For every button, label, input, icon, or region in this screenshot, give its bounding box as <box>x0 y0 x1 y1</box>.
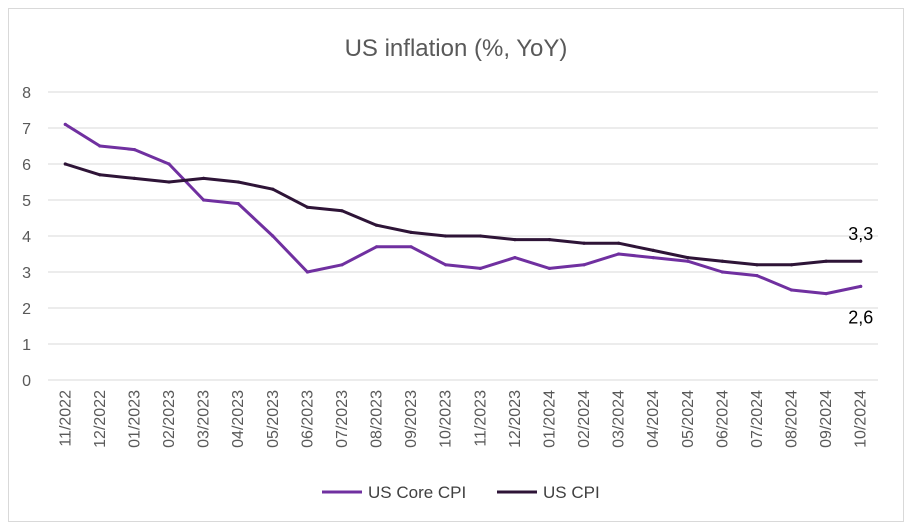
data-point-us-core-cpi <box>236 202 240 206</box>
data-point-us-cpi <box>651 248 655 252</box>
data-point-us-cpi <box>859 259 863 263</box>
data-point-us-cpi <box>513 238 517 242</box>
end-labels: 2,6 3,3 <box>848 224 873 327</box>
y-tick-label: 4 <box>22 229 31 246</box>
data-point-us-cpi <box>478 234 482 238</box>
data-point-us-cpi <box>340 209 344 213</box>
data-point-us-cpi <box>720 259 724 263</box>
data-point-us-core-cpi <box>202 198 206 202</box>
data-label-us-cpi: 3,3 <box>848 224 873 244</box>
chart-title: US inflation (%, YoY) <box>345 35 568 62</box>
x-tick-label: 06/2023 <box>299 390 316 448</box>
data-point-us-core-cpi <box>755 274 759 278</box>
x-tick-label: 02/2024 <box>576 390 593 448</box>
data-point-us-core-cpi <box>374 245 379 249</box>
y-axis-ticks: 0 1 2 3 4 5 6 7 8 <box>22 85 31 390</box>
x-tick-label: 11/2022 <box>57 390 74 447</box>
y-tick-label: 2 <box>22 301 31 318</box>
data-point-us-core-cpi <box>859 284 863 288</box>
data-point-us-cpi <box>63 162 67 166</box>
data-point-us-cpi <box>167 180 171 184</box>
data-point-us-cpi <box>547 238 552 242</box>
x-tick-label: 10/2023 <box>438 390 455 448</box>
x-tick-label: 07/2024 <box>749 390 766 448</box>
data-point-us-cpi <box>789 263 794 267</box>
x-tick-label: 03/2023 <box>196 390 213 448</box>
x-tick-label: 05/2024 <box>680 390 697 448</box>
data-point-us-cpi <box>444 234 448 238</box>
data-point-us-core-cpi <box>167 162 171 166</box>
x-axis-ticks: 11/2022 12/2022 01/2023 02/2023 03/2023 04/20… <box>57 390 869 448</box>
x-tick-label: 06/2024 <box>714 390 731 448</box>
data-point-us-cpi <box>132 176 137 180</box>
data-point-us-cpi <box>305 205 309 209</box>
data-point-us-core-cpi <box>305 270 309 274</box>
data-point-us-core-cpi <box>686 259 690 263</box>
y-tick-label: 7 <box>22 121 31 138</box>
data-label-us-core-cpi: 2,6 <box>848 307 873 327</box>
x-tick-label: 10/2024 <box>853 390 870 448</box>
data-point-us-core-cpi <box>478 266 482 270</box>
data-point-us-core-cpi <box>617 252 621 256</box>
data-point-us-cpi <box>686 256 690 260</box>
x-tick-label: 09/2024 <box>818 390 835 448</box>
x-tick-label: 01/2023 <box>126 390 143 448</box>
data-point-us-core-cpi <box>271 234 275 238</box>
series-line-us-core-cpi <box>63 122 863 296</box>
x-tick-label: 05/2023 <box>265 390 282 448</box>
legend-label-us-core-cpi: US Core CPI <box>368 483 466 502</box>
y-tick-label: 8 <box>22 85 31 102</box>
data-point-us-cpi <box>824 259 828 263</box>
x-tick-label: 12/2023 <box>507 390 524 448</box>
data-point-us-core-cpi <box>789 288 794 292</box>
data-point-us-cpi <box>374 223 379 227</box>
x-tick-label: 04/2024 <box>645 390 662 448</box>
y-tick-label: 1 <box>22 337 31 354</box>
data-point-us-cpi <box>617 241 621 245</box>
data-point-us-cpi <box>582 241 586 245</box>
data-point-us-core-cpi <box>63 122 67 126</box>
data-point-us-core-cpi <box>98 144 102 148</box>
x-tick-label: 08/2024 <box>784 390 801 448</box>
data-point-us-cpi <box>271 187 275 191</box>
x-tick-label: 11/2023 <box>472 390 489 447</box>
data-point-us-core-cpi <box>720 270 724 274</box>
x-tick-label: 04/2023 <box>230 390 247 448</box>
data-point-us-core-cpi <box>651 256 655 260</box>
data-point-us-cpi <box>98 173 102 177</box>
x-tick-label: 01/2024 <box>541 390 558 448</box>
x-tick-label: 07/2023 <box>334 390 351 448</box>
y-tick-label: 5 <box>22 193 31 210</box>
series-lines <box>63 122 863 296</box>
x-tick-label: 02/2023 <box>161 390 178 448</box>
data-point-us-core-cpi <box>340 263 344 267</box>
gridlines <box>48 91 878 381</box>
data-point-us-core-cpi <box>582 263 586 267</box>
data-point-us-core-cpi <box>513 256 517 260</box>
data-point-us-cpi <box>409 230 413 234</box>
x-tick-label: 03/2024 <box>611 390 628 448</box>
y-tick-label: 6 <box>22 157 31 174</box>
x-tick-label: 09/2023 <box>403 390 420 448</box>
data-point-us-cpi <box>755 263 759 267</box>
data-point-us-core-cpi <box>132 148 137 152</box>
x-tick-label: 12/2022 <box>92 390 109 448</box>
y-tick-label: 0 <box>22 373 31 390</box>
data-point-us-core-cpi <box>824 292 828 296</box>
series-line-us-cpi <box>63 162 863 267</box>
data-point-us-core-cpi <box>409 245 413 249</box>
y-tick-label: 3 <box>22 265 31 282</box>
data-point-us-core-cpi <box>444 263 448 267</box>
data-point-us-cpi <box>202 176 206 180</box>
legend-label-us-cpi: US CPI <box>543 483 600 502</box>
legend: US Core CPI US CPI <box>322 483 600 502</box>
x-tick-label: 08/2023 <box>369 390 386 448</box>
data-point-us-core-cpi <box>547 266 552 270</box>
data-point-us-cpi <box>236 180 240 184</box>
